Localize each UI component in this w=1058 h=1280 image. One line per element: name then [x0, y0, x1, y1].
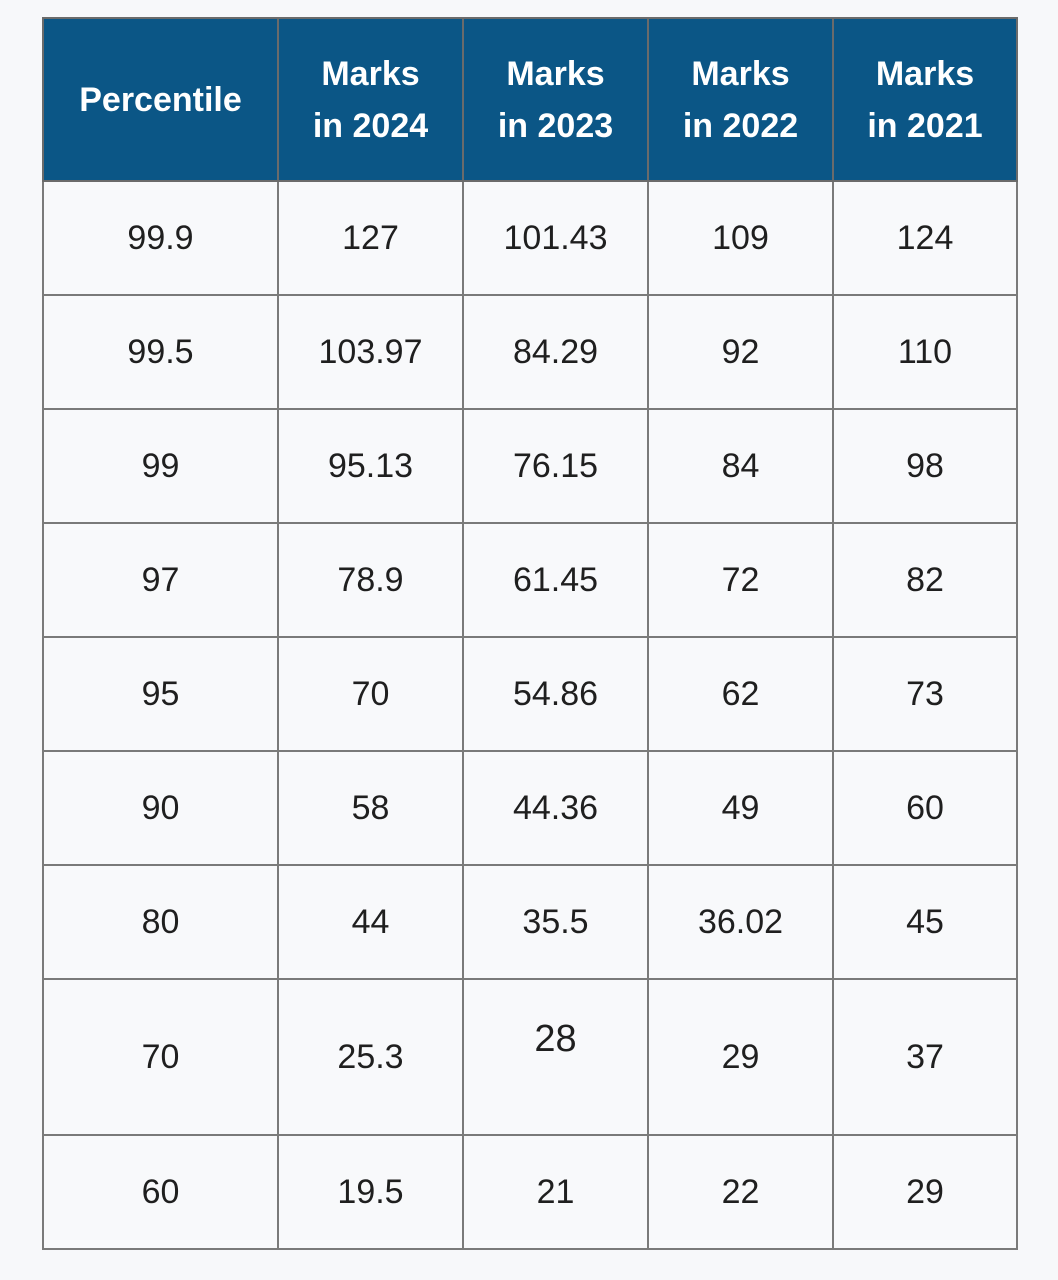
cell-marks-2024: 44	[277, 864, 464, 980]
cell-marks-2024: 127	[277, 180, 464, 296]
header-marks-2024: Marks in 2024	[277, 17, 464, 182]
cell-marks-2021: 29	[832, 1134, 1018, 1250]
cell-marks-2023: 54.86	[462, 636, 649, 752]
cell-percentile: 95	[42, 636, 279, 752]
cell-marks-2023: 28	[462, 978, 649, 1136]
cell-marks-2022: 49	[647, 750, 834, 866]
cell-marks-2023: 21	[462, 1134, 649, 1250]
cell-marks-2021: 73	[832, 636, 1018, 752]
table-header: Percentile Marks in 2024 Marks in 2023 M…	[42, 17, 1018, 182]
header-line: in 2022	[682, 106, 799, 145]
percentile-marks-table-container: Percentile Marks in 2024 Marks in 2023 M…	[42, 17, 1018, 1250]
header-line: in 2021	[867, 106, 983, 145]
cell-marks-2022: 22	[647, 1134, 834, 1250]
cell-marks-2024: 78.9	[277, 522, 464, 638]
header-marks-2023: Marks in 2023	[462, 17, 649, 182]
header-marks-2022: Marks in 2022	[647, 17, 834, 182]
cell-percentile: 80	[42, 864, 279, 980]
cell-marks-2022: 29	[647, 978, 834, 1136]
header-line: Marks	[875, 54, 975, 93]
cell-marks-2023: 84.29	[462, 294, 649, 410]
table-row: 97 78.9 61.45 72 82	[42, 522, 1018, 638]
cell-marks-2021: 60	[832, 750, 1018, 866]
table-row: 99.5 103.97 84.29 92 110	[42, 294, 1018, 410]
cell-marks-2023: 101.43	[462, 180, 649, 296]
table-row: 99.9 127 101.43 109 124	[42, 180, 1018, 296]
cell-percentile: 99.9	[42, 180, 279, 296]
header-line: Marks	[321, 54, 420, 93]
cell-marks-2024: 95.13	[277, 408, 464, 524]
table-row: 80 44 35.5 36.02 45	[42, 864, 1018, 980]
cell-marks-2022: 62	[647, 636, 834, 752]
cell-percentile: 60	[42, 1134, 279, 1250]
table-row: 90 58 44.36 49 60	[42, 750, 1018, 866]
header-line: Percentile	[79, 80, 242, 119]
cell-percentile: 97	[42, 522, 279, 638]
header-marks-2021: Marks in 2021	[832, 17, 1018, 182]
cell-marks-2023: 61.45	[462, 522, 649, 638]
cell-marks-2021: 98	[832, 408, 1018, 524]
table-row: 60 19.5 21 22 29	[42, 1134, 1018, 1250]
cell-marks-2024: 58	[277, 750, 464, 866]
cell-marks-2024: 103.97	[277, 294, 464, 410]
cell-marks-2023: 44.36	[462, 750, 649, 866]
cell-percentile: 90	[42, 750, 279, 866]
cell-marks-2022: 84	[647, 408, 834, 524]
cell-marks-2021: 45	[832, 864, 1018, 980]
percentile-marks-table: Percentile Marks in 2024 Marks in 2023 M…	[42, 17, 1018, 1250]
cell-marks-2021: 110	[832, 294, 1018, 410]
header-line: in 2024	[312, 106, 429, 145]
table-row: 70 25.3 28 29 37	[42, 978, 1018, 1136]
table-row: 95 70 54.86 62 73	[42, 636, 1018, 752]
cell-marks-2023: 76.15	[462, 408, 649, 524]
header-line: Marks	[691, 54, 790, 93]
cell-percentile: 99	[42, 408, 279, 524]
cell-marks-2024: 25.3	[277, 978, 464, 1136]
cell-marks-2024: 19.5	[277, 1134, 464, 1250]
table-row: 99 95.13 76.15 84 98	[42, 408, 1018, 524]
cell-marks-2023: 35.5	[462, 864, 649, 980]
header-line: in 2023	[497, 106, 614, 145]
cell-marks-2021: 124	[832, 180, 1018, 296]
cell-percentile: 99.5	[42, 294, 279, 410]
cell-marks-2024: 70	[277, 636, 464, 752]
cell-percentile: 70	[42, 978, 279, 1136]
header-line: Marks	[506, 54, 605, 93]
cell-marks-2021: 37	[832, 978, 1018, 1136]
header-percentile: Percentile	[42, 17, 279, 182]
table-body: 99.9 127 101.43 109 124 99.5 103.97 84.2…	[42, 180, 1018, 1250]
cell-marks-2022: 72	[647, 522, 834, 638]
cell-marks-2022: 92	[647, 294, 834, 410]
header-row: Percentile Marks in 2024 Marks in 2023 M…	[42, 17, 1018, 182]
cell-marks-2021: 82	[832, 522, 1018, 638]
cell-marks-2022: 36.02	[647, 864, 834, 980]
cell-marks-2022: 109	[647, 180, 834, 296]
